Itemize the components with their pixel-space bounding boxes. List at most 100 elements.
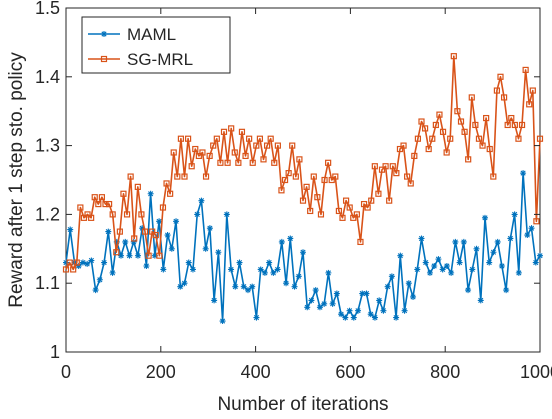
data-point	[452, 238, 459, 245]
data-point	[460, 238, 467, 245]
data-point	[198, 197, 205, 204]
legend-marker	[100, 55, 108, 63]
data-point	[130, 238, 137, 245]
data-point	[167, 190, 174, 197]
data-point	[384, 283, 391, 290]
data-point	[299, 197, 307, 204]
data-point	[92, 287, 99, 294]
legend-box	[81, 16, 231, 74]
data-point	[192, 145, 199, 153]
data-point	[405, 280, 412, 287]
data-point	[295, 273, 302, 280]
data-point	[518, 121, 526, 129]
legend-item: SG-MRL	[88, 50, 193, 69]
data-point	[96, 276, 103, 283]
data-point	[360, 200, 368, 208]
data-point	[325, 159, 332, 166]
data-point	[321, 300, 328, 307]
data-point	[418, 118, 425, 125]
data-point	[118, 252, 125, 259]
data-point	[211, 297, 218, 304]
data-point	[400, 142, 407, 149]
data-point	[228, 125, 235, 132]
data-point	[174, 173, 181, 180]
data-point	[267, 135, 274, 142]
data-point	[353, 211, 360, 218]
data-point	[206, 225, 213, 232]
data-point	[101, 259, 108, 266]
data-point	[80, 214, 88, 221]
series-line	[65, 55, 541, 271]
x-tick-label: 0	[61, 362, 71, 382]
data-point	[511, 211, 518, 218]
x-tick-label: 400	[241, 362, 271, 382]
data-point	[422, 259, 429, 266]
x-tick-label: 200	[146, 362, 176, 382]
data-point	[367, 311, 374, 318]
data-point	[88, 257, 95, 264]
data-point	[173, 218, 180, 225]
data-point	[308, 297, 315, 304]
data-point	[469, 266, 476, 273]
data-point	[493, 87, 501, 94]
data-point	[220, 128, 228, 135]
data-point	[224, 159, 231, 166]
data-point	[105, 200, 113, 208]
data-point	[113, 249, 120, 256]
data-point	[249, 159, 256, 166]
data-point	[479, 142, 486, 149]
data-point	[256, 135, 264, 142]
data-point	[307, 207, 314, 215]
data-point	[397, 252, 404, 259]
data-point	[113, 238, 120, 245]
data-point	[414, 135, 422, 142]
data-point	[63, 259, 69, 266]
data-point	[160, 266, 167, 273]
data-point	[120, 190, 127, 197]
data-point	[314, 194, 321, 201]
data-point	[292, 173, 299, 180]
data-point	[533, 218, 540, 225]
data-point	[431, 263, 438, 269]
data-point	[335, 207, 343, 215]
data-point	[177, 135, 185, 142]
legend-marker	[101, 31, 107, 37]
data-point	[414, 266, 421, 273]
data-point	[105, 228, 112, 235]
data-point	[156, 218, 163, 225]
data-point	[316, 304, 323, 311]
data-point	[202, 173, 210, 180]
data-point	[429, 135, 436, 142]
y-tick-label: 1.5	[35, 0, 60, 18]
y-tick-label: 1.4	[35, 67, 60, 87]
data-point	[363, 290, 370, 297]
data-point	[149, 228, 156, 235]
data-point	[291, 283, 298, 290]
data-point	[411, 152, 418, 160]
data-point	[231, 149, 238, 156]
data-point	[490, 249, 497, 256]
data-point	[439, 128, 447, 135]
data-point	[524, 232, 531, 239]
data-point	[127, 173, 134, 180]
data-point	[185, 259, 192, 266]
data-point	[371, 163, 378, 170]
data-point	[450, 53, 457, 60]
data-point	[481, 214, 488, 221]
data-point	[339, 214, 346, 221]
data-point	[439, 266, 446, 273]
data-point	[375, 190, 382, 197]
data-point	[536, 135, 544, 142]
data-point	[274, 266, 281, 273]
data-point	[436, 111, 443, 118]
data-point	[371, 314, 378, 321]
data-point	[350, 314, 357, 321]
x-tick-label: 800	[430, 362, 460, 382]
data-point	[454, 108, 461, 115]
data-point	[66, 259, 73, 266]
data-point	[126, 252, 133, 259]
data-point	[168, 245, 175, 252]
data-point	[84, 211, 91, 218]
data-point	[515, 269, 522, 276]
